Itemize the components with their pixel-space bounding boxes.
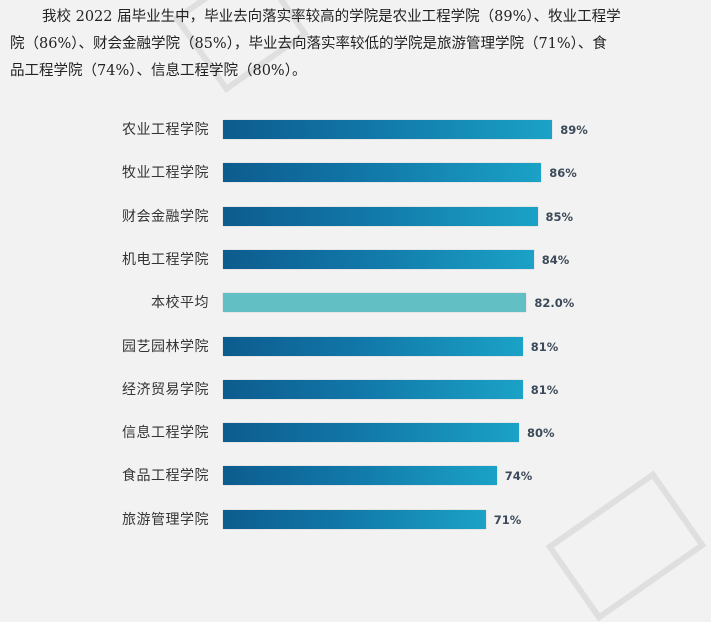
value-label: 86% <box>549 166 577 181</box>
data-bar <box>223 120 553 139</box>
data-bar <box>223 466 497 486</box>
data-bar <box>223 163 542 183</box>
chart-row: 旅游管理学院 71% <box>0 509 711 530</box>
chart-row: 经济贸易学院 81% <box>0 379 711 400</box>
chart-row: 机电工程学院 84% <box>0 249 711 270</box>
chart-row: 财会金融学院 85% <box>0 206 711 227</box>
average-bar <box>223 293 527 313</box>
chart-row: 牧业工程学院 86% <box>0 163 711 183</box>
data-bar <box>223 423 519 443</box>
value-label: 71% <box>493 512 522 527</box>
chart-row: 园艺园林学院 81% <box>0 336 711 357</box>
category-label: 农业工程学院 <box>122 122 209 138</box>
data-bar <box>223 509 486 529</box>
chart-row: 农业工程学院 89% <box>0 120 711 140</box>
category-label: 本校平均 <box>151 295 209 312</box>
value-label: 85% <box>545 209 574 224</box>
chart-row: 本校平均 82.0% <box>0 293 711 313</box>
value-label: 81% <box>530 382 559 397</box>
value-label: 80% <box>527 426 555 441</box>
category-label: 机电工程学院 <box>122 251 209 268</box>
category-label: 食品工程学院 <box>122 468 209 485</box>
value-label: 84% <box>541 252 570 267</box>
value-label: 89% <box>560 123 588 137</box>
intro-text: 我校 2022 届毕业生中，毕业去向落实率较高的学院是农业工程学院（89%）、牧… <box>0 0 711 85</box>
data-bar <box>223 379 523 399</box>
category-label: 园艺园林学院 <box>122 338 209 355</box>
category-label: 旅游管理学院 <box>122 511 209 528</box>
data-bar <box>223 249 534 269</box>
category-label: 经济贸易学院 <box>122 381 209 398</box>
chart-row: 食品工程学院 74% <box>0 466 711 486</box>
intro-line-3: 品工程学院（74%）、信息工程学院（80%）。 <box>10 63 307 79</box>
category-label: 财会金融学院 <box>122 208 209 225</box>
category-label: 信息工程学院 <box>122 425 209 442</box>
value-label: 82.0% <box>534 296 575 311</box>
intro-line-2: 院（86%）、财会金融学院（85%），毕业去向落实率较低的学院是旅游管理学院（7… <box>10 36 607 52</box>
intro-line-1: 我校 2022 届毕业生中，毕业去向落实率较高的学院是农业工程学院（89%）、牧… <box>42 9 621 25</box>
value-label: 81% <box>530 339 559 354</box>
category-label: 牧业工程学院 <box>122 165 209 182</box>
chart-row: 信息工程学院 80% <box>0 423 711 443</box>
data-bar <box>223 336 523 356</box>
bar-chart: 农业工程学院 89% 牧业工程学院 86% 财会金融学院 85% 机电工程学院 84% 本校平均… <box>0 108 711 544</box>
data-bar <box>223 206 538 226</box>
value-label: 74% <box>504 469 533 484</box>
